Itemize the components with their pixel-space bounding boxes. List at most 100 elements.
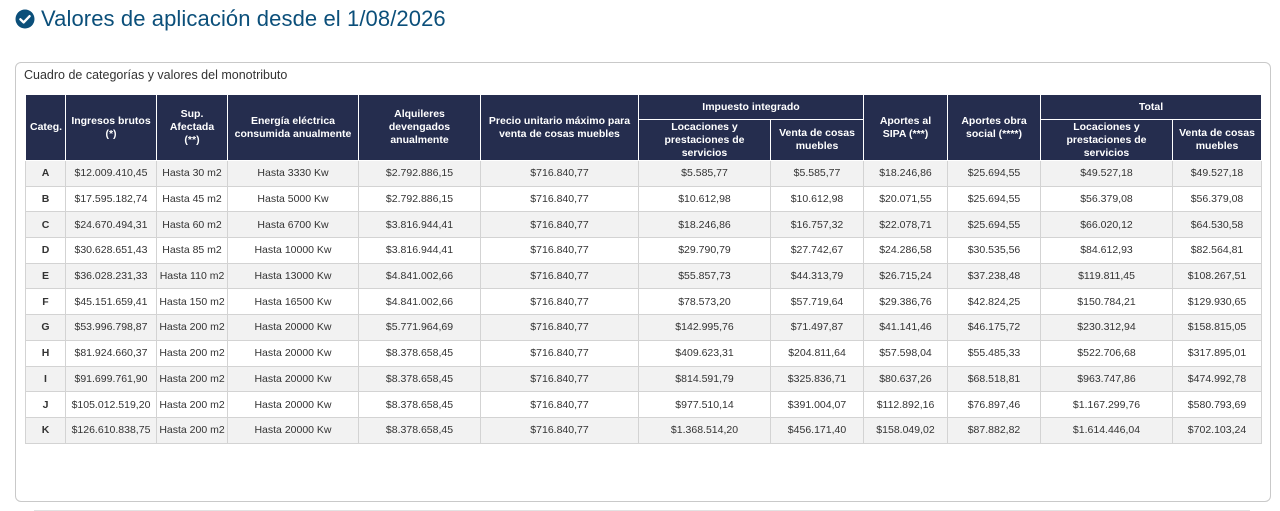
cell-categ: C [25, 211, 66, 239]
cell-sup: Hasta 200 m2 [156, 391, 228, 418]
cell-energia: Hasta 6700 Kw [227, 211, 359, 239]
cell-obra-social: $76.897,46 [947, 391, 1041, 418]
cell-tot-venta: $702.103,24 [1172, 416, 1262, 444]
col-header-alquileres: Alquileres devengados anualmente [358, 94, 481, 161]
cell-imp-venta: $325.836,71 [770, 365, 864, 393]
cell-categ: J [25, 391, 66, 418]
cell-imp-venta: $10.612,98 [770, 185, 864, 213]
cell-tot-locaciones: $963.747,86 [1040, 365, 1173, 393]
cell-ingresos: $81.924.660,37 [65, 339, 157, 367]
cell-categ: A [25, 160, 66, 187]
cell-sup: Hasta 110 m2 [156, 262, 228, 290]
col-header-categ: Categ. [25, 94, 66, 161]
cell-tot-venta: $580.793,69 [1172, 391, 1262, 418]
col-header-precio: Precio unitario máximo para venta de cos… [480, 94, 639, 161]
cell-sipa: $57.598,04 [863, 339, 948, 367]
cell-ingresos: $45.151.659,41 [65, 288, 157, 316]
col-header-sup: Sup. Afectada (**) [156, 94, 228, 161]
table-row: C $24.670.494,31 Hasta 60 m2 Hasta 6700 Kw $… [25, 211, 1262, 239]
cell-imp-locaciones: $142.995,76 [638, 314, 771, 341]
cell-imp-locaciones: $18.246,86 [638, 211, 771, 239]
cell-energia: Hasta 3330 Kw [227, 160, 359, 187]
cell-ingresos: $53.996.798,87 [65, 314, 157, 341]
col-header-sipa: Aportes al SIPA (***) [863, 94, 948, 161]
cell-imp-venta: $5.585,77 [770, 160, 864, 187]
cell-imp-venta: $57.719,64 [770, 288, 864, 316]
table-row: B $17.595.182,74 Hasta 45 m2 Hasta 5000 Kw $… [25, 185, 1262, 213]
cell-sipa: $18.246,86 [863, 160, 948, 187]
cell-imp-venta: $16.757,32 [770, 211, 864, 239]
cell-imp-locaciones: $78.573,20 [638, 288, 771, 316]
cell-imp-venta: $71.497,87 [770, 314, 864, 341]
cell-tot-venta: $108.267,51 [1172, 262, 1262, 290]
cell-imp-locaciones: $29.790,79 [638, 237, 771, 264]
cell-alquileres: $2.792.886,15 [358, 160, 481, 187]
table-row: J $105.012.519,20 Hasta 200 m2 Hasta 20000 … [25, 391, 1262, 418]
cell-precio: $716.840,77 [480, 211, 639, 239]
cell-ingresos: $105.012.519,20 [65, 391, 157, 418]
cell-categ: I [25, 365, 66, 393]
cell-alquileres: $3.816.944,41 [358, 211, 481, 239]
cell-alquileres: $4.841.002,66 [358, 288, 481, 316]
cell-imp-venta: $456.171,40 [770, 416, 864, 444]
page-header: Valores de aplicación desde el 1/08/2026 [15, 6, 446, 32]
cell-categ: D [25, 237, 66, 264]
cell-imp-venta: $44.313,79 [770, 262, 864, 290]
cell-tot-venta: $474.992,78 [1172, 365, 1262, 393]
cell-obra-social: $30.535,56 [947, 237, 1041, 264]
cell-alquileres: $8.378.658,45 [358, 416, 481, 444]
table-row: G $53.996.798,87 Hasta 200 m2 Hasta 20000 K… [25, 314, 1262, 341]
cell-precio: $716.840,77 [480, 237, 639, 264]
cell-alquileres: $8.378.658,45 [358, 339, 481, 367]
cell-imp-venta: $27.742,67 [770, 237, 864, 264]
cell-imp-locaciones: $409.623,31 [638, 339, 771, 367]
cell-ingresos: $91.699.761,90 [65, 365, 157, 393]
cell-alquileres: $8.378.658,45 [358, 391, 481, 418]
cell-imp-locaciones: $5.585,77 [638, 160, 771, 187]
cell-imp-venta: $204.811,64 [770, 339, 864, 367]
cell-categ: K [25, 416, 66, 444]
col-header-imp-venta: Venta de cosas muebles [770, 119, 864, 161]
check-circle-icon [15, 9, 35, 29]
cell-tot-locaciones: $119.811,45 [1040, 262, 1173, 290]
col-header-obra-social: Aportes obra social (****) [947, 94, 1041, 161]
cell-energia: Hasta 20000 Kw [227, 391, 359, 418]
cell-sipa: $41.141,46 [863, 314, 948, 341]
cell-tot-venta: $82.564,81 [1172, 237, 1262, 264]
cell-precio: $716.840,77 [480, 185, 639, 213]
cell-energia: Hasta 20000 Kw [227, 365, 359, 393]
cell-precio: $716.840,77 [480, 391, 639, 418]
cell-obra-social: $25.694,55 [947, 160, 1041, 187]
cell-energia: Hasta 5000 Kw [227, 185, 359, 213]
cell-obra-social: $87.882,82 [947, 416, 1041, 444]
cell-obra-social: $25.694,55 [947, 185, 1041, 213]
monotributo-panel: Cuadro de categorías y valores del monot… [15, 62, 1271, 511]
cell-ingresos: $36.028.231,33 [65, 262, 157, 290]
cell-categ: F [25, 288, 66, 316]
cell-sup: Hasta 60 m2 [156, 211, 228, 239]
cell-categ: H [25, 339, 66, 367]
table-row: H $81.924.660,37 Hasta 200 m2 Hasta 20000 K… [25, 339, 1262, 367]
col-header-imp-locaciones: Locaciones y prestaciones de servicios [638, 119, 771, 161]
cell-precio: $716.840,77 [480, 365, 639, 393]
cell-tot-locaciones: $66.020,12 [1040, 211, 1173, 239]
cell-ingresos: $12.009.410,45 [65, 160, 157, 187]
cell-energia: Hasta 20000 Kw [227, 416, 359, 444]
cell-sipa: $29.386,76 [863, 288, 948, 316]
cell-sipa: $112.892,16 [863, 391, 948, 418]
cell-sup: Hasta 85 m2 [156, 237, 228, 264]
cell-alquileres: $2.792.886,15 [358, 185, 481, 213]
cell-tot-locaciones: $49.527,18 [1040, 160, 1173, 187]
cell-sup: Hasta 200 m2 [156, 339, 228, 367]
cell-imp-locaciones: $814.591,79 [638, 365, 771, 393]
cell-tot-locaciones: $84.612,93 [1040, 237, 1173, 264]
cell-tot-venta: $317.895,01 [1172, 339, 1262, 367]
cell-obra-social: $68.518,81 [947, 365, 1041, 393]
col-header-tot-venta: Venta de cosas muebles [1172, 119, 1262, 161]
cell-precio: $716.840,77 [480, 416, 639, 444]
cell-energia: Hasta 10000 Kw [227, 237, 359, 264]
col-header-tot-locaciones: Locaciones y prestaciones de servicios [1040, 119, 1173, 161]
cell-sipa: $80.637,26 [863, 365, 948, 393]
cell-precio: $716.840,77 [480, 160, 639, 187]
panel-title: Cuadro de categorías y valores del monot… [24, 68, 288, 82]
